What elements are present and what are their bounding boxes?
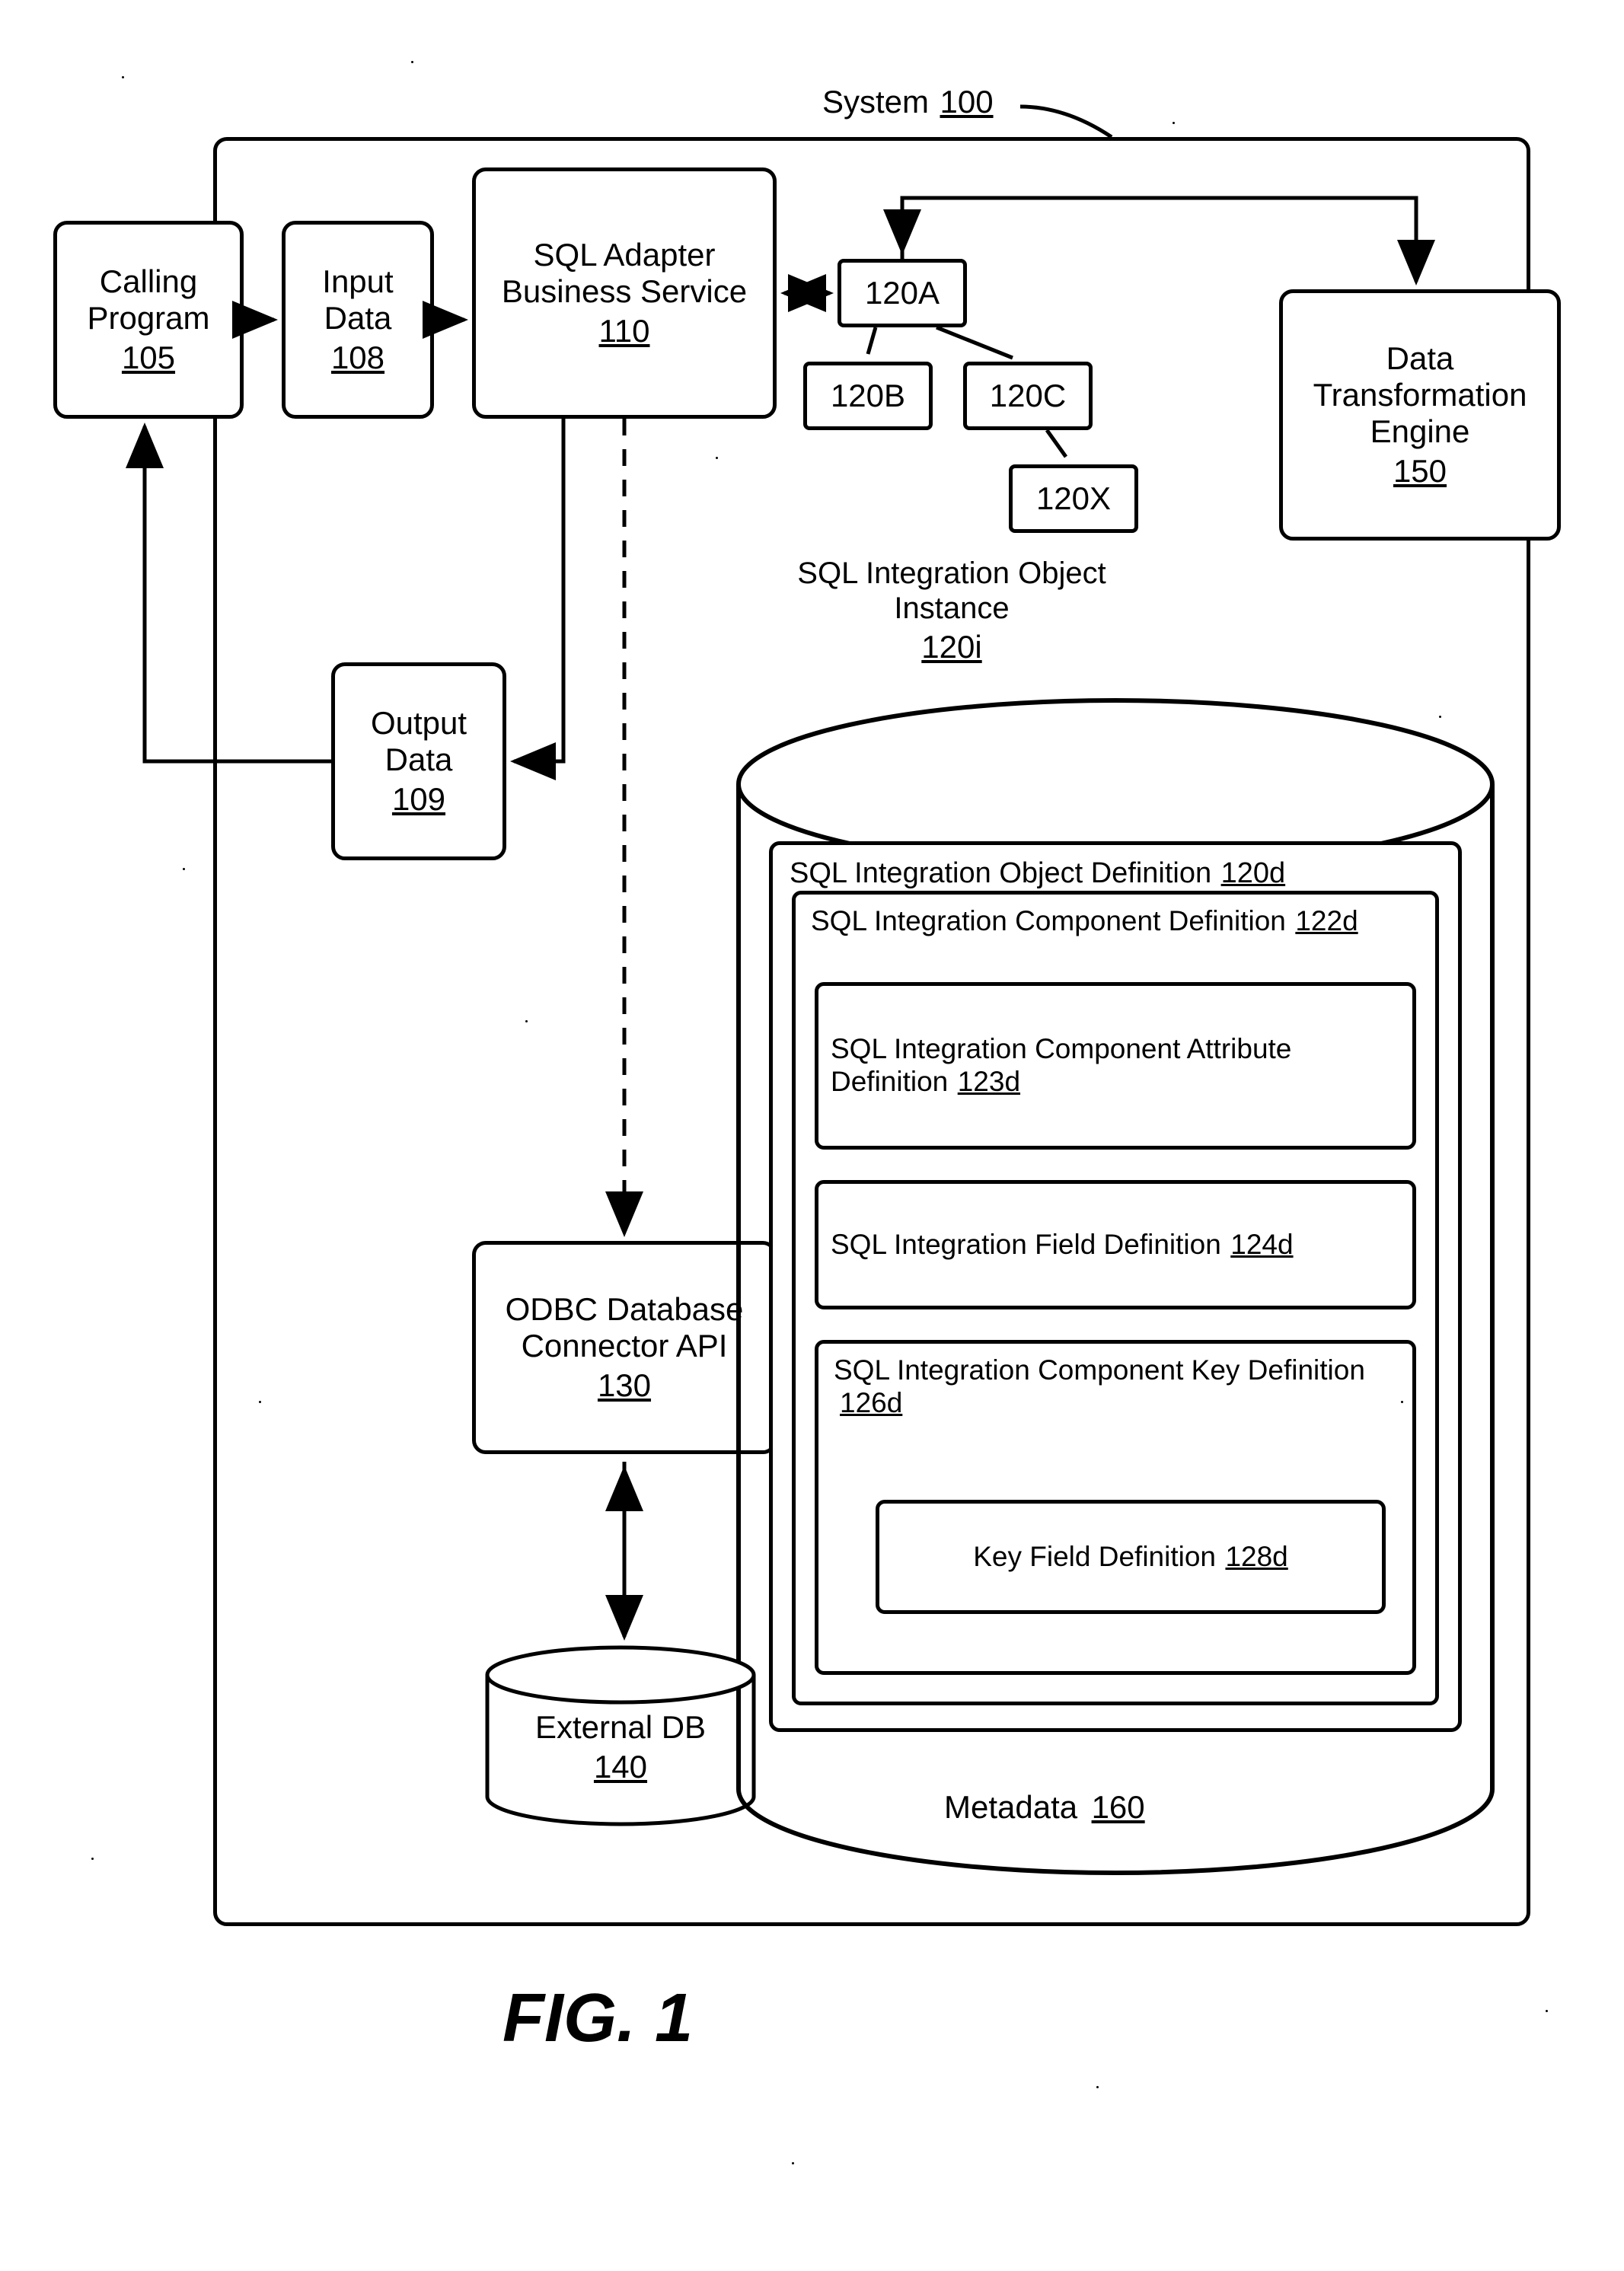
data-trans-box: Data Transformation Engine 150 bbox=[1279, 289, 1561, 541]
output-data-label: Output Data bbox=[343, 705, 495, 779]
key-field-def-box: Key Field Definition 128d bbox=[876, 1500, 1386, 1614]
sql-int-obj-inst-label: SQL Integration Object Instance bbox=[792, 556, 1112, 626]
sql-adapter-ref: 110 bbox=[599, 313, 650, 349]
key-field-def-label: Key Field Definition bbox=[973, 1541, 1216, 1572]
data-trans-label: Data Transformation Engine bbox=[1291, 340, 1549, 451]
odbc-ref: 130 bbox=[598, 1367, 651, 1404]
input-data-ref: 108 bbox=[331, 340, 384, 376]
calling-program-ref: 105 bbox=[122, 340, 175, 376]
external-db-ref: 140 bbox=[510, 1749, 731, 1785]
odbc-label: ODBC Database Connector API bbox=[483, 1291, 765, 1365]
system-label-text: System bbox=[822, 84, 929, 120]
node-120a: 120A bbox=[838, 259, 967, 327]
output-data-ref: 109 bbox=[392, 781, 445, 818]
sql-int-obj-inst: SQL Integration Object Instance 120i bbox=[792, 556, 1112, 665]
sql-comp-key-def-ref: 126d bbox=[840, 1387, 902, 1418]
sql-field-def-ref: 124d bbox=[1230, 1229, 1293, 1260]
node-120a-label: 120A bbox=[865, 275, 940, 311]
sql-obj-def-ref: 120d bbox=[1221, 857, 1286, 889]
sql-comp-attr-def-box: SQL Integration Component Attribute Defi… bbox=[815, 982, 1416, 1150]
sql-field-def-box: SQL Integration Field Definition 124d bbox=[815, 1180, 1416, 1309]
node-120x: 120X bbox=[1009, 464, 1138, 533]
diagram-canvas: System 100 Calling Program 105 Input Dat… bbox=[30, 30, 1594, 2241]
calling-program-label: Calling Program bbox=[65, 263, 232, 337]
system-label: System 100 bbox=[822, 84, 994, 120]
node-120c: 120C bbox=[963, 362, 1093, 430]
sql-comp-key-def-label: SQL Integration Component Key Definition bbox=[834, 1354, 1365, 1386]
data-trans-ref: 150 bbox=[1393, 453, 1447, 490]
key-field-def-ref: 128d bbox=[1225, 1541, 1287, 1572]
external-db-label-group: External DB 140 bbox=[510, 1709, 731, 1785]
node-120x-label: 120X bbox=[1036, 480, 1111, 517]
figure-caption: FIG. 1 bbox=[503, 1979, 693, 2058]
sql-comp-attr-def-label: SQL Integration Component Attribute Defi… bbox=[831, 1033, 1291, 1097]
sql-adapter-box: SQL Adapter Business Service 110 bbox=[472, 167, 777, 419]
sql-int-obj-inst-ref: 120i bbox=[792, 629, 1112, 665]
external-db-label: External DB bbox=[510, 1709, 731, 1746]
sql-adapter-label: SQL Adapter Business Service bbox=[483, 237, 765, 311]
sql-obj-def-label: SQL Integration Object Definition bbox=[790, 857, 1211, 889]
input-data-box: Input Data 108 bbox=[282, 221, 434, 419]
sql-comp-attr-def-ref: 123d bbox=[958, 1066, 1020, 1097]
system-ref: 100 bbox=[940, 84, 993, 120]
node-120b-label: 120B bbox=[831, 378, 905, 414]
node-120b: 120B bbox=[803, 362, 933, 430]
node-120c-label: 120C bbox=[990, 378, 1066, 414]
sql-field-def-label: SQL Integration Field Definition bbox=[831, 1229, 1221, 1260]
sql-comp-def-label: SQL Integration Component Definition bbox=[811, 905, 1286, 936]
calling-program-box: Calling Program 105 bbox=[53, 221, 244, 419]
output-data-box: Output Data 109 bbox=[331, 662, 506, 860]
input-data-label: Input Data bbox=[293, 263, 423, 337]
sql-comp-def-ref: 122d bbox=[1295, 905, 1358, 936]
